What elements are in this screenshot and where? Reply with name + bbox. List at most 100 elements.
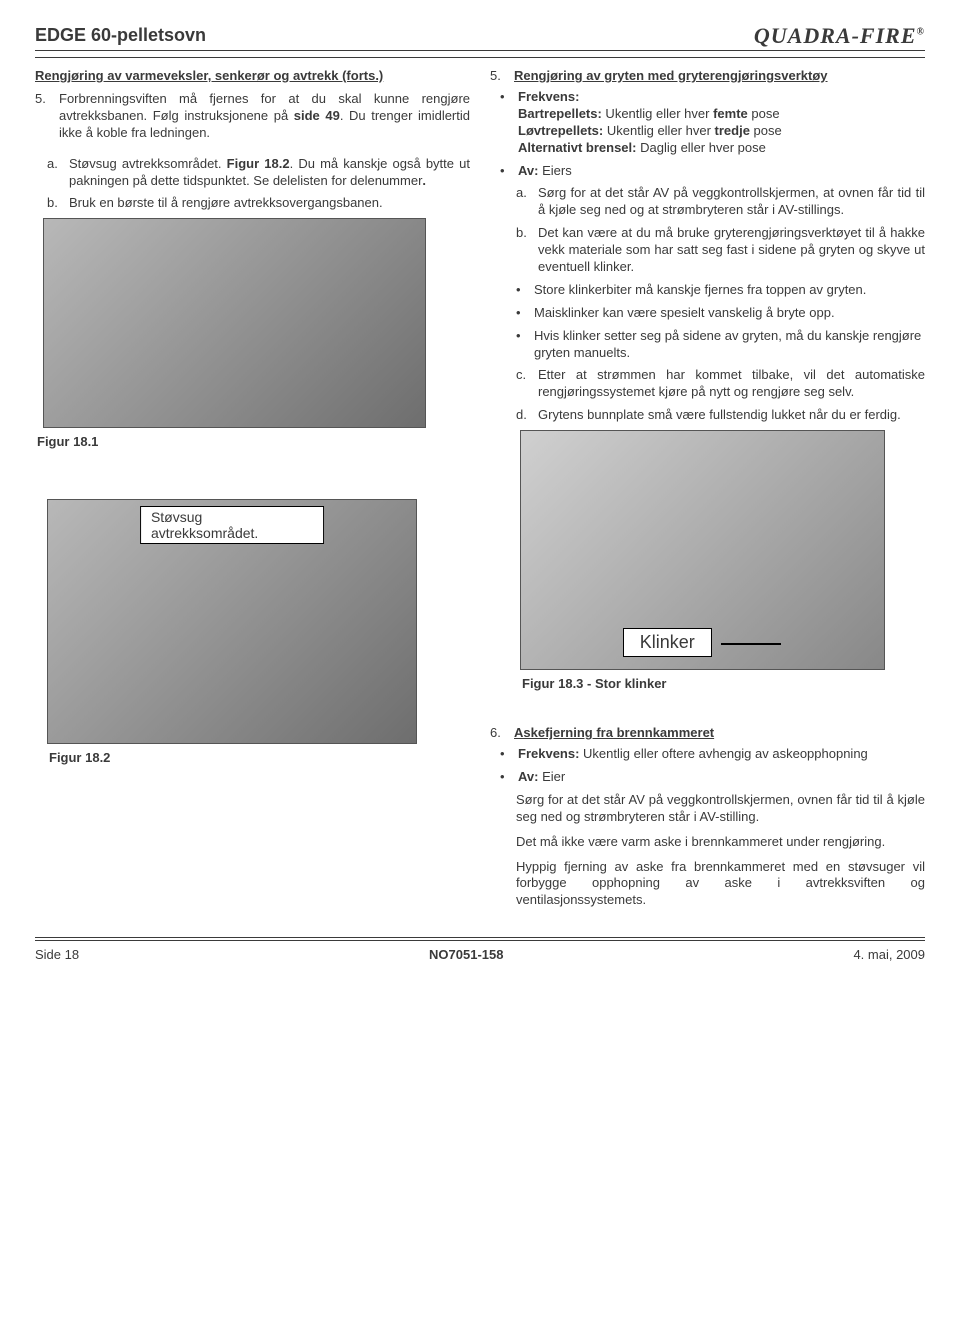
bullet-sub-1: • Store klinkerbiter må kanskje fjernes f… [516, 282, 925, 299]
val: Daglig eller hver pose [636, 140, 765, 155]
val: Ukentlig eller hver [602, 106, 713, 121]
freq-bullet: • Frekvens: Bartrepellets: Ukentlig elle… [500, 89, 925, 157]
lbl: Bartrepellets: [518, 106, 602, 121]
sub-body: Støvsug avtrekksområdet. Figur 18.2. Du … [69, 156, 470, 190]
item-body: Forbrenningsviften må fjernes for at du … [59, 91, 470, 150]
bullet-dot: • [516, 328, 526, 362]
bold: tredje [715, 123, 750, 138]
right-sub-d: d. Grytens bunnplate små være fullstendi… [516, 407, 925, 424]
right-item5-title: Rengjøring av gryten med gryterengjøring… [514, 68, 925, 83]
lbl: Alternativt brensel: [518, 140, 636, 155]
lbl: Løvtrepellets: [518, 123, 603, 138]
av-body: Av: Eier [518, 769, 925, 786]
left-item-5: 5. Forbrenningsviften må fjernes for at … [35, 91, 470, 150]
bullet-dot: • [500, 769, 510, 786]
figure-18-1-photo [43, 218, 426, 428]
sub-label: d. [516, 407, 532, 424]
bullet-dot: • [500, 163, 510, 180]
registered-mark: ® [917, 27, 925, 38]
lbl: Av: [518, 163, 538, 178]
footer-rule-2 [35, 940, 925, 941]
bullet-sub-3: •Hvis klinker setter seg på sidene av gr… [516, 328, 925, 362]
brand-logo: QUADRA-FIRE® [754, 23, 925, 49]
footer-right: 4. mai, 2009 [853, 947, 925, 962]
freq-body: Frekvens: Ukentlig eller oftere avhengig… [518, 746, 925, 763]
item5-para: Forbrenningsviften må fjernes for at du … [59, 91, 470, 142]
footer-center: NO7051-158 [429, 947, 503, 962]
sub-body: Etter at strømmen har kommet tilbake, vi… [538, 367, 925, 401]
item-number: 5. [490, 68, 508, 83]
alt-line: Alternativt brensel: Daglig eller hver p… [518, 140, 925, 157]
fig2-overlay-label: Støvsug avtrekksområdet. [140, 506, 324, 544]
sub-body: Grytens bunnplate små være fullstendig l… [538, 407, 925, 424]
item6-av-bullet: • Av: Eier [500, 769, 925, 786]
av-body: Av: Eiers [518, 163, 925, 180]
figure-18-3-caption: Figur 18.3 - Stor klinker [522, 676, 925, 691]
left-section-title: Rengjøring av varmeveksler, senkerør og … [35, 68, 470, 83]
bullet-dot: • [500, 89, 510, 157]
bs-body: Maisklinker kan være spesielt vanskelig … [534, 305, 925, 322]
item6-p2: Det må ikke være varm aske i brennkammer… [516, 834, 925, 851]
sub-label: a. [516, 185, 532, 219]
brand-name: QUADRA-FIRE [754, 23, 917, 48]
tail: pose [748, 106, 780, 121]
doc-title: EDGE 60-pelletsovn [35, 25, 206, 46]
sub-label: a. [47, 156, 63, 190]
sub-body: Det kan være at du må bruke gryterengjør… [538, 225, 925, 276]
left-column: Rengjøring av varmeveksler, senkerør og … [35, 68, 470, 917]
sub-label: b. [47, 195, 63, 212]
bullet-sub-2: • Maisklinker kan være spesielt vanskelig… [516, 305, 925, 322]
item-number: 6. [490, 725, 508, 740]
page-header: EDGE 60-pelletsovn QUADRA-FIRE® [35, 20, 925, 51]
figure-18-2-caption: Figur 18.2 [49, 750, 470, 765]
header-rule [35, 57, 925, 58]
footer-rule-1 [35, 937, 925, 938]
page-ref: side 49 [294, 108, 340, 123]
bullet-dot: • [500, 746, 510, 763]
bs-body: Store klinkerbiter må kanskje fjernes fr… [534, 282, 925, 299]
lbl: Frekvens: [518, 746, 579, 761]
bullet-dot: • [516, 282, 526, 299]
period: . [422, 173, 426, 188]
figure-18-2-photo: Støvsug avtrekksområdet. [47, 499, 417, 744]
figure-18-1-caption: Figur 18.1 [37, 434, 470, 449]
lbl: Av: [518, 769, 538, 784]
bart-line: Bartrepellets: Ukentlig eller hver femte… [518, 106, 925, 123]
item-number: 5. [35, 91, 53, 150]
item6-p3: Hyppig fjerning av aske fra brennkammere… [516, 859, 925, 910]
footer-left: Side 18 [35, 947, 79, 962]
lovt-line: Løvtrepellets: Ukentlig eller hver tredj… [518, 123, 925, 140]
val: Eier [538, 769, 565, 784]
freq-body: Frekvens: Bartrepellets: Ukentlig eller … [518, 89, 925, 157]
right-sub-c: c. Etter at strømmen har kommet tilbake,… [516, 367, 925, 401]
tail: pose [750, 123, 782, 138]
val: Ukentlig eller hver [603, 123, 714, 138]
item6-p1: Sørg for at det står AV på veggkontrolls… [516, 792, 925, 826]
left-sub-b: b. Bruk en børste til å rengjøre avtrekk… [47, 195, 470, 212]
bs-body: Hvis klinker setter seg på sidene av gry… [534, 328, 925, 362]
right-item-5: 5. Rengjøring av gryten med gryterengjør… [490, 68, 925, 83]
fig-ref: Figur 18.2 [227, 156, 290, 171]
figure-18-3-photo: Klinker [520, 430, 885, 670]
av-bullet: • Av: Eiers [500, 163, 925, 180]
item6-freq-bullet: • Frekvens: Ukentlig eller oftere avheng… [500, 746, 925, 763]
right-sub-b: b. Det kan være at du må bruke grytereng… [516, 225, 925, 276]
right-sub-a: a. Sørg for at det står AV på veggkontro… [516, 185, 925, 219]
sub-body: Bruk en børste til å rengjøre avtrekksov… [69, 195, 470, 212]
bullet-dot: • [516, 305, 526, 322]
val: Eiers [538, 163, 571, 178]
sub-label: c. [516, 367, 532, 401]
text: Støvsug avtrekksområdet. [69, 156, 227, 171]
klinker-label: Klinker [623, 628, 712, 657]
left-sub-a: a. Støvsug avtrekksområdet. Figur 18.2. … [47, 156, 470, 190]
right-item6-title: Askefjerning fra brennkammeret [514, 725, 925, 740]
right-column: 5. Rengjøring av gryten med gryterengjør… [490, 68, 925, 917]
bold: femte [713, 106, 748, 121]
right-item-6: 6. Askefjerning fra brennkammeret [490, 725, 925, 740]
sub-label: b. [516, 225, 532, 276]
arrow-line [721, 643, 781, 645]
page-footer: Side 18 NO7051-158 4. mai, 2009 [35, 947, 925, 962]
freq-label: Frekvens: [518, 89, 925, 106]
content-columns: Rengjøring av varmeveksler, senkerør og … [35, 68, 925, 917]
sub-body: Sørg for at det står AV på veggkontrolls… [538, 185, 925, 219]
